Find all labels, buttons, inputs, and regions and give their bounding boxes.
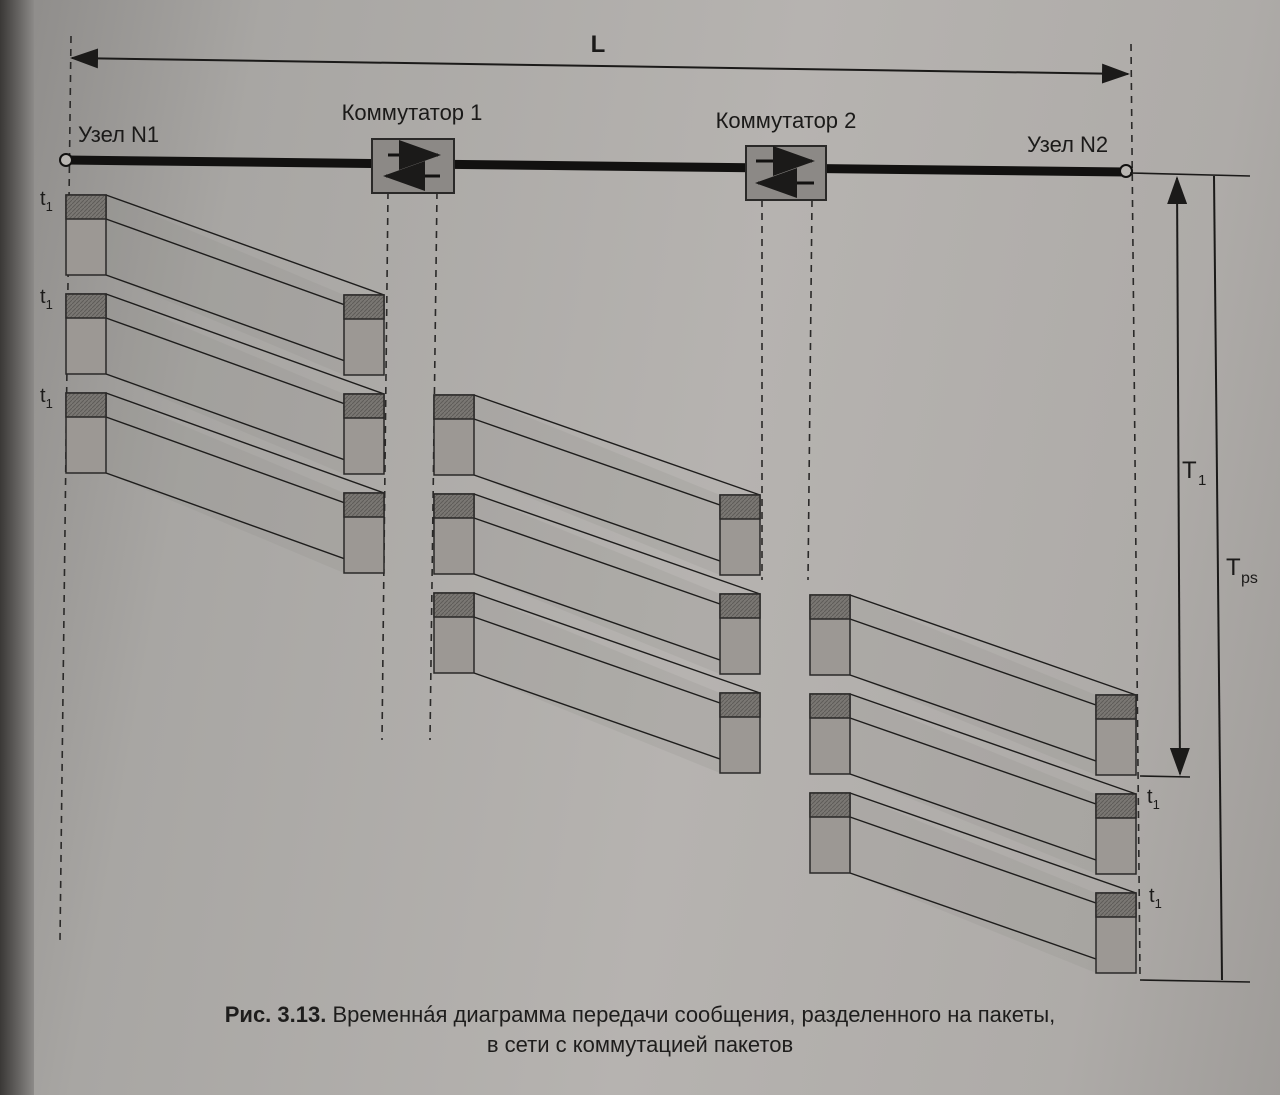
tps-line xyxy=(1213,175,1223,981)
packet-3-in-switch2 xyxy=(719,692,761,774)
t1-mark-left-3: t1 xyxy=(40,385,53,411)
t1-mark-left-1: t1 xyxy=(40,188,53,214)
packet-3-out-switch2 xyxy=(809,792,851,874)
packet-transmissions xyxy=(65,194,1137,974)
packet-1-hop-2 xyxy=(473,394,761,576)
packet-3-hop-3 xyxy=(849,792,1137,974)
t1-bottom-line xyxy=(1139,775,1191,778)
packet-1-out-switch1 xyxy=(433,394,475,476)
switch1-box xyxy=(371,138,455,194)
length-label: L xyxy=(591,31,606,58)
node1-terminal xyxy=(59,153,73,167)
length-arrow xyxy=(70,48,1130,84)
caption-line-1: Рис. 3.13. Временнáя диаграмма передачи … xyxy=(80,1000,1200,1030)
packet-1-in-switch2 xyxy=(719,494,761,576)
timing-diagram: L Узел N1 Узел N2 Коммутатор 1 Коммутато… xyxy=(40,31,1258,983)
packet-1-in-switch1 xyxy=(343,294,385,376)
tps-bottom-line xyxy=(1139,979,1251,983)
packet-3-at-node1 xyxy=(65,392,107,474)
network-link xyxy=(65,155,1127,177)
t1-arrow xyxy=(1167,176,1190,776)
switch2-label: Коммутатор 2 xyxy=(716,108,857,133)
guide-switch2-out xyxy=(807,199,813,581)
caption-line-2: в сети с коммутацией пакетов xyxy=(486,1032,794,1057)
packet-1-out-switch2 xyxy=(809,594,851,676)
packet-2-hop-1 xyxy=(105,293,385,475)
t1-label: T xyxy=(1182,457,1197,484)
packet-1-at-node1 xyxy=(65,194,107,276)
book-spine-shadow xyxy=(0,0,34,1095)
tps-duration-label: T ps xyxy=(1226,554,1258,587)
guide-switch1-in xyxy=(381,191,389,741)
packet-2-in-switch1 xyxy=(343,393,385,475)
packet-1-at-node2 xyxy=(1095,694,1137,776)
packet-2-out-switch1 xyxy=(433,493,475,575)
packet-2-hop-3 xyxy=(849,693,1137,875)
packet-3-at-node2 xyxy=(1095,892,1137,974)
packet-3-hop-1 xyxy=(105,392,385,574)
node2-terminal xyxy=(1119,164,1133,178)
t1-mark-right-2: t1 xyxy=(1149,885,1162,911)
guide-node1 xyxy=(59,35,72,941)
packet-interval-marks: t1 t1 t1 t1 t1 xyxy=(40,188,1162,911)
figure-number: Рис. 3.13. xyxy=(224,1002,327,1027)
packet-3-hop-2 xyxy=(473,592,761,774)
tps-label: T xyxy=(1226,554,1241,581)
t1-mark-left-2: t1 xyxy=(40,286,53,312)
t1-mark-right-1: t1 xyxy=(1147,786,1160,812)
packet-2-at-node1 xyxy=(65,293,107,375)
packet-3-in-switch1 xyxy=(343,492,385,574)
switch1-label: Коммутатор 1 xyxy=(342,100,483,125)
t1-duration-label: T 1 xyxy=(1182,457,1206,489)
tps-top-line xyxy=(1129,172,1251,177)
packet-2-out-switch2 xyxy=(809,693,851,775)
packet-2-at-node2 xyxy=(1095,793,1137,875)
caption-text-1: Временнáя диаграмма передачи сообщения, … xyxy=(332,1002,1056,1027)
node2-label: Узел N2 xyxy=(1027,132,1108,157)
t1-label-sub: 1 xyxy=(1198,472,1206,489)
tps-label-sub: ps xyxy=(1241,570,1258,587)
switch2-box xyxy=(745,145,827,201)
packet-3-out-switch1 xyxy=(433,592,475,674)
figure-caption: Рис. 3.13. Временнáя диаграмма передачи … xyxy=(80,1000,1200,1060)
packet-2-in-switch2 xyxy=(719,593,761,675)
node1-label: Узел N1 xyxy=(78,122,159,147)
